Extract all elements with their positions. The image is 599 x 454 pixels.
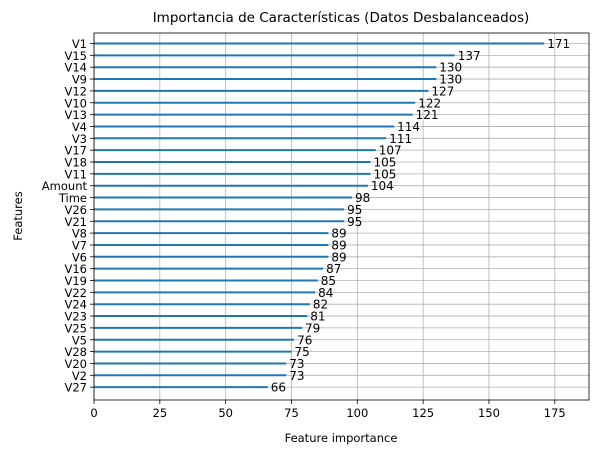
bar-value-label: 82: [313, 298, 328, 312]
x-tick-label: 150: [478, 406, 500, 420]
y-tick-label: V16: [64, 262, 87, 276]
y-tick-label: V13: [64, 108, 87, 122]
x-tick-label: 0: [90, 406, 97, 420]
y-tick-label: V27: [64, 381, 87, 395]
bar-value-label: 130: [439, 73, 462, 87]
x-tick-label: 175: [544, 406, 566, 420]
bar-value-label: 89: [331, 238, 346, 252]
bar-value-label: 121: [416, 108, 439, 122]
bar-value-label: 95: [347, 215, 362, 229]
y-tick-label: V2: [72, 369, 87, 383]
bar-value-label: 66: [271, 381, 286, 395]
y-tick-label: V21: [64, 215, 87, 229]
bar-value-label: 137: [458, 49, 481, 63]
y-tick-label: V11: [64, 167, 87, 181]
bar-value-label: 111: [389, 132, 412, 146]
bar-value-label: 89: [331, 250, 346, 264]
y-tick-label: V1: [72, 37, 87, 51]
bar-value-label: 79: [305, 321, 320, 335]
x-tick-label: 100: [346, 406, 368, 420]
bar-value-label: 95: [347, 203, 362, 217]
bar-value-label: 76: [297, 333, 312, 347]
x-tick-label: 75: [284, 406, 299, 420]
y-tick-label: V28: [64, 345, 87, 359]
y-tick-label: V8: [72, 227, 87, 241]
bar-value-label: 98: [355, 191, 370, 205]
x-tick-label: 25: [153, 406, 168, 420]
y-tick-label: V10: [64, 96, 87, 110]
y-tick-label: Amount: [42, 179, 88, 193]
bar-value-label: 114: [397, 120, 420, 134]
x-tick-label: 50: [218, 406, 233, 420]
x-axis-ticks: 0 25 50 75 100 125 150 175: [90, 400, 566, 420]
y-tick-label: V4: [72, 120, 87, 134]
bar-value-label: 127: [431, 84, 454, 98]
y-tick-label: V26: [64, 203, 87, 217]
y-tick-label: V22: [64, 286, 87, 300]
bar-value-label: 105: [373, 156, 396, 170]
x-axis-label: Feature importance: [285, 431, 398, 445]
x-tick-label: 125: [412, 406, 434, 420]
y-tick-label: V17: [64, 144, 87, 158]
bar-value-label: 84: [318, 286, 333, 300]
y-tick-label: V3: [72, 132, 87, 146]
y-tick-label: V9: [72, 73, 87, 87]
bar-value-label: 104: [371, 179, 394, 193]
bar-value-label: 130: [439, 61, 462, 75]
bar-value-label: 81: [310, 310, 325, 324]
bar-value-label: 73: [289, 369, 304, 383]
y-tick-label: V7: [72, 238, 87, 252]
y-tick-label: V19: [64, 274, 87, 288]
bar-value-label: 87: [326, 262, 341, 276]
bar-value-label: 122: [418, 96, 441, 110]
bar-value-label: 73: [289, 357, 304, 371]
y-tick-label: V14: [64, 61, 87, 75]
bars: 1711371301301271221211141111071051051049…: [94, 37, 570, 395]
y-tick-label: V6: [72, 250, 87, 264]
y-tick-label: V25: [64, 321, 87, 335]
bar-value-label: 107: [379, 144, 402, 158]
y-tick-label: Time: [58, 191, 87, 205]
bar-value-label: 75: [294, 345, 309, 359]
plot-frame: [93, 32, 590, 401]
y-axis-label: Features: [11, 191, 25, 240]
y-tick-label: V12: [64, 84, 87, 98]
y-tick-label: V15: [64, 49, 87, 63]
y-tick-label: V5: [72, 333, 87, 347]
bar-value-label: 89: [331, 227, 346, 241]
y-tick-label: V24: [64, 298, 87, 312]
y-tick-label: V20: [64, 357, 87, 371]
bar-value-label: 171: [547, 37, 570, 51]
bar-value-label: 105: [373, 167, 396, 181]
chart-title: Importancia de Características (Datos De…: [153, 10, 530, 26]
grid-lines: [93, 33, 589, 400]
y-axis-ticks: V1V15V14V9V12V10V13V4V3V17V18V11AmountTi…: [42, 37, 94, 395]
y-tick-label: V23: [64, 310, 87, 324]
bar-value-label: 85: [321, 274, 336, 288]
y-tick-label: V18: [64, 156, 87, 170]
